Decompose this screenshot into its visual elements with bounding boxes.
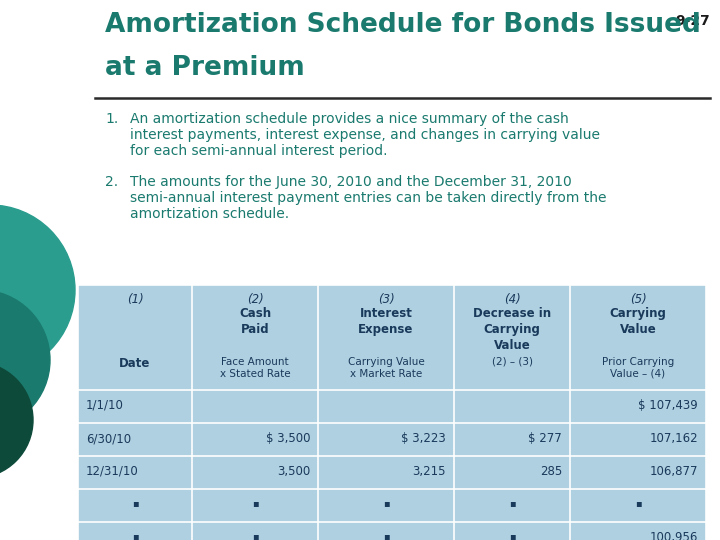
- Text: (3): (3): [377, 293, 395, 306]
- Text: ▪: ▪: [635, 498, 642, 508]
- Text: $ 107,439: $ 107,439: [638, 399, 698, 412]
- Text: 1.: 1.: [105, 112, 118, 126]
- Text: Cash
Paid: Cash Paid: [239, 307, 271, 336]
- Text: 3,500: 3,500: [276, 465, 310, 478]
- Text: Prior Carrying
Value – (4): Prior Carrying Value – (4): [602, 357, 674, 379]
- Text: Date: Date: [120, 357, 150, 370]
- Text: $ 277: $ 277: [528, 432, 562, 445]
- Text: interest payments, interest expense, and changes in carrying value: interest payments, interest expense, and…: [130, 128, 600, 142]
- Circle shape: [0, 205, 75, 375]
- Text: semi-annual interest payment entries can be taken directly from the: semi-annual interest payment entries can…: [130, 191, 606, 205]
- Text: The amounts for the June 30, 2010 and the December 31, 2010: The amounts for the June 30, 2010 and th…: [130, 175, 572, 189]
- Text: 285: 285: [540, 465, 562, 478]
- Text: at a Premium: at a Premium: [105, 55, 305, 81]
- Text: 9-27: 9-27: [675, 14, 710, 28]
- Text: Face Amount
x Stated Rate: Face Amount x Stated Rate: [220, 357, 290, 379]
- Text: 6/30/10: 6/30/10: [86, 432, 131, 445]
- FancyBboxPatch shape: [78, 285, 706, 540]
- Text: ▪: ▪: [383, 531, 390, 540]
- Text: (2) – (3): (2) – (3): [492, 357, 533, 367]
- Text: ▪: ▪: [132, 531, 138, 540]
- Text: Decrease in
Carrying
Value: Decrease in Carrying Value: [473, 307, 551, 352]
- Text: Amortization Schedule for Bonds Issued: Amortization Schedule for Bonds Issued: [105, 12, 701, 38]
- Text: ▪: ▪: [509, 498, 516, 508]
- Text: for each semi-annual interest period.: for each semi-annual interest period.: [130, 144, 387, 158]
- Text: (1): (1): [127, 293, 143, 306]
- Text: 2.: 2.: [105, 175, 118, 189]
- Text: 3,215: 3,215: [413, 465, 446, 478]
- Text: (4): (4): [503, 293, 521, 306]
- Text: 106,877: 106,877: [649, 465, 698, 478]
- Text: ▪: ▪: [383, 498, 390, 508]
- Text: Interest
Expense: Interest Expense: [359, 307, 414, 336]
- Text: 12/31/10: 12/31/10: [86, 465, 139, 478]
- Circle shape: [0, 290, 50, 430]
- Text: $ 3,500: $ 3,500: [266, 432, 310, 445]
- Text: 1/1/10: 1/1/10: [86, 399, 124, 412]
- Text: Carrying Value
x Market Rate: Carrying Value x Market Rate: [348, 357, 424, 379]
- Text: ▪: ▪: [252, 498, 258, 508]
- Text: ▪: ▪: [252, 531, 258, 540]
- Text: 107,162: 107,162: [649, 432, 698, 445]
- Circle shape: [0, 362, 33, 478]
- Text: $ 3,223: $ 3,223: [401, 432, 446, 445]
- Text: Carrying
Value: Carrying Value: [610, 307, 667, 336]
- Text: ▪: ▪: [132, 498, 138, 508]
- Text: (5): (5): [629, 293, 647, 306]
- Text: ▪: ▪: [509, 531, 516, 540]
- Text: An amortization schedule provides a nice summary of the cash: An amortization schedule provides a nice…: [130, 112, 569, 126]
- Text: amortization schedule.: amortization schedule.: [130, 207, 289, 221]
- Text: (2): (2): [247, 293, 264, 306]
- Text: 100,956: 100,956: [649, 531, 698, 540]
